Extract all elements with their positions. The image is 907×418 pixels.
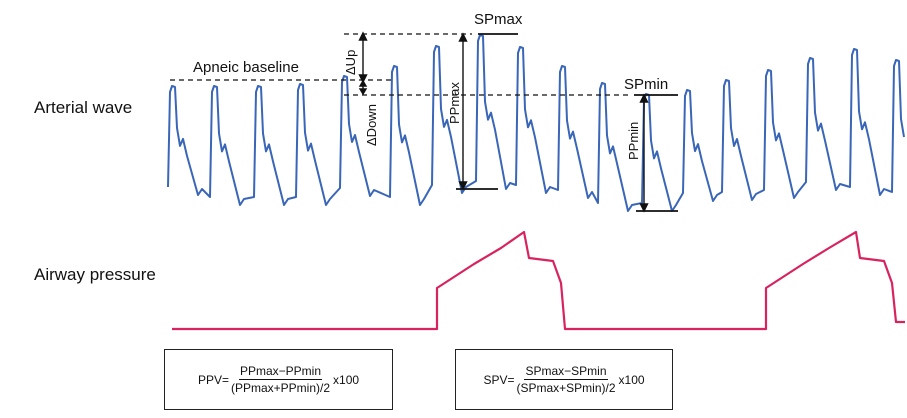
ppv-formula-prefix: PPV=	[197, 372, 229, 387]
ppv-fraction: PPmax−PPmin (PPmax+PPmin)/2	[231, 364, 330, 395]
arterial-waveform	[167, 34, 905, 212]
arterial-wave-label: Arterial wave	[34, 98, 132, 117]
pp-max-label: PPmax	[447, 82, 462, 124]
spv-formula-suffix: x100	[618, 372, 645, 387]
delta-down-arrow	[358, 79, 368, 96]
pp-min-label: PPmin	[626, 122, 641, 160]
airway-pressure-waveform	[172, 230, 905, 331]
ppv-denominator: (PPmax+PPmin)/2	[230, 381, 331, 395]
sp-max-label: SPmax	[474, 11, 523, 28]
delta-up-arrow	[358, 31, 368, 84]
spv-formula-prefix: SPV=	[483, 372, 515, 387]
apneic-baseline-label: Apneic baseline	[193, 59, 299, 76]
ppv-formula-box: PPV= PPmax−PPmin (PPmax+PPmin)/2 x100	[164, 349, 393, 410]
spv-denominator: (SPmax+SPmin)/2	[516, 381, 616, 395]
pp-max-arrow	[458, 32, 468, 191]
spv-formula-box: SPV= SPmax−SPmin (SPmax+SPmin)/2 x100	[455, 349, 673, 410]
ppv-formula-suffix: x100	[333, 372, 360, 387]
delta-up-label: ΔUp	[343, 50, 358, 75]
sp-min-label: SPmin	[624, 76, 668, 93]
spv-numerator: SPmax−SPmin	[524, 364, 608, 380]
airway-pressure-label: Airway pressure	[34, 265, 156, 284]
delta-down-label: ΔDown	[364, 104, 379, 146]
ppv-numerator: PPmax−PPmin	[238, 364, 323, 380]
pp-min-arrow	[639, 93, 649, 213]
spv-fraction: SPmax−SPmin (SPmax+SPmin)/2	[516, 364, 615, 395]
